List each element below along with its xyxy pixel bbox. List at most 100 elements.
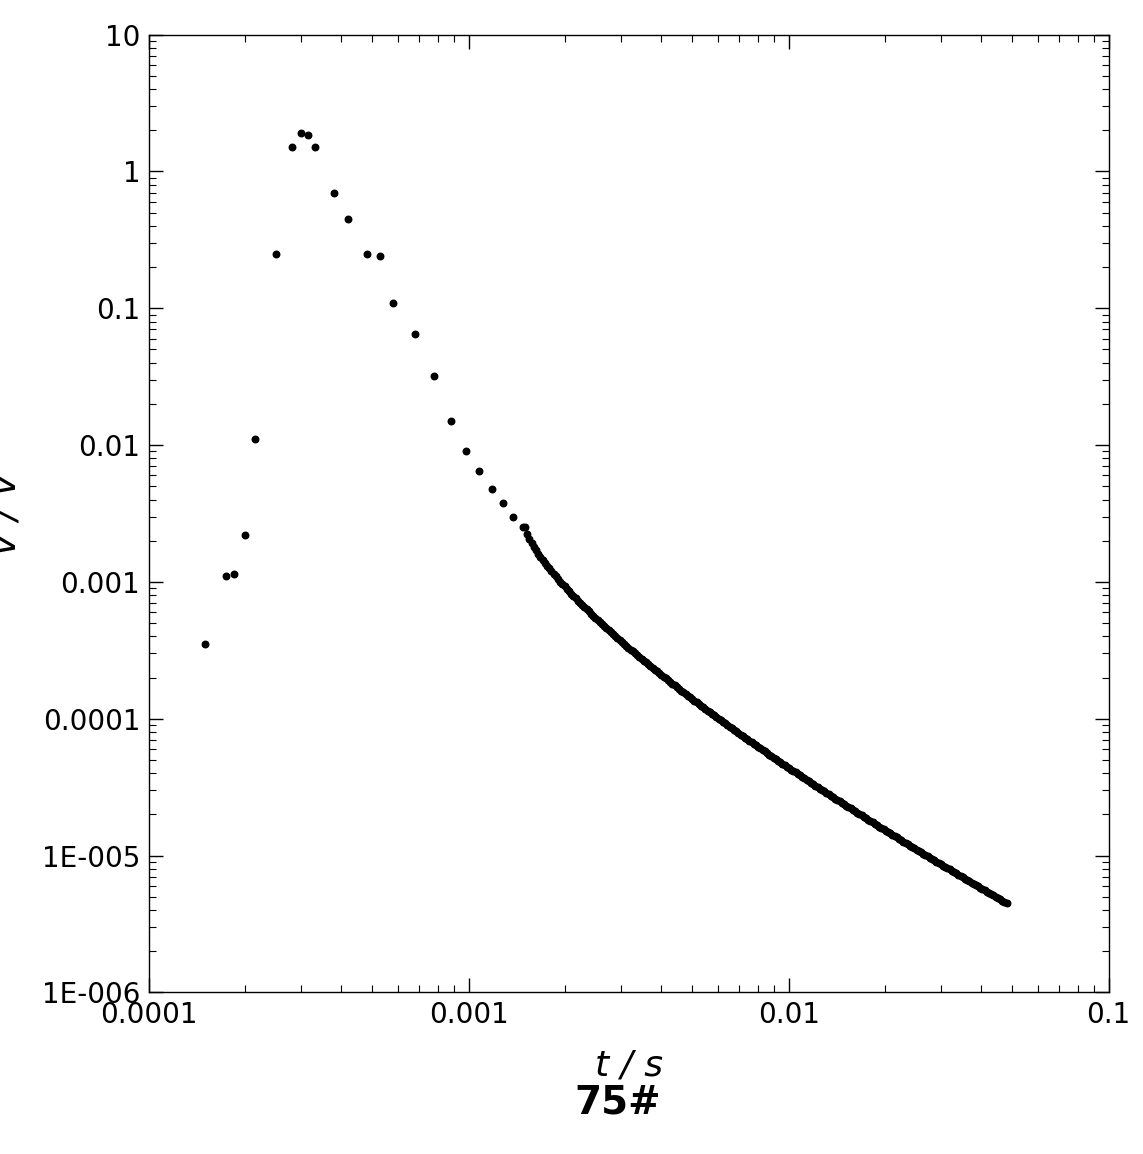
Point <box>960 872 978 891</box>
Point <box>806 777 824 795</box>
Point <box>872 818 890 837</box>
Point <box>661 673 679 691</box>
Point <box>562 584 581 602</box>
Point <box>520 530 538 548</box>
Point <box>624 642 642 660</box>
Point <box>936 857 954 876</box>
Point <box>371 247 390 265</box>
Point <box>534 550 552 569</box>
Point <box>762 747 781 765</box>
Point <box>760 745 778 764</box>
Point <box>969 877 988 896</box>
Point <box>527 541 545 560</box>
Point <box>912 844 930 862</box>
Point <box>679 687 697 705</box>
Point <box>829 790 847 809</box>
Point <box>601 623 620 642</box>
Point <box>589 610 607 629</box>
Point <box>784 762 802 780</box>
Point <box>896 833 914 852</box>
Point <box>586 608 605 627</box>
Point <box>898 835 917 854</box>
Point <box>670 680 688 698</box>
Point <box>195 635 214 653</box>
Point <box>749 737 767 756</box>
Point <box>874 820 893 839</box>
Point <box>639 655 657 674</box>
Point <box>925 850 943 869</box>
Point <box>861 811 879 830</box>
Point <box>860 810 878 829</box>
Point <box>525 538 543 556</box>
Point <box>889 830 908 848</box>
Point <box>531 548 550 567</box>
Point <box>593 615 612 634</box>
Point <box>753 741 772 759</box>
Point <box>650 664 669 682</box>
Point <box>705 706 724 725</box>
Point <box>580 602 598 621</box>
Point <box>225 564 243 583</box>
Point <box>668 677 686 696</box>
Point <box>565 586 583 605</box>
Point <box>558 579 576 598</box>
Point <box>613 632 631 651</box>
Point <box>522 534 541 553</box>
Point <box>918 847 936 866</box>
Point <box>555 577 574 595</box>
Point <box>769 751 788 770</box>
Point <box>665 676 684 695</box>
Point <box>870 817 888 835</box>
Point <box>553 575 572 593</box>
Point <box>850 804 869 823</box>
Point <box>658 670 677 689</box>
Point <box>868 816 886 834</box>
Point <box>980 884 998 902</box>
Point <box>775 756 793 774</box>
Point <box>560 582 578 600</box>
Point <box>712 711 730 729</box>
Point <box>720 718 738 736</box>
Point <box>692 696 710 714</box>
Point <box>956 869 974 887</box>
Point <box>962 874 981 892</box>
Point <box>796 769 814 787</box>
Point <box>972 878 990 897</box>
Point <box>822 787 840 805</box>
Point <box>798 771 816 789</box>
Point <box>917 846 935 864</box>
Point <box>934 856 952 875</box>
Point <box>632 650 650 668</box>
Point <box>943 862 961 881</box>
Point <box>834 795 853 814</box>
Point <box>504 508 522 526</box>
X-axis label: t / s: t / s <box>594 1048 663 1082</box>
Point <box>777 757 796 775</box>
Point <box>863 814 881 832</box>
Point <box>339 210 358 228</box>
Point <box>832 794 850 812</box>
Point <box>736 728 754 747</box>
Point <box>932 855 950 874</box>
Point <box>406 324 424 343</box>
Point <box>598 619 616 637</box>
Point <box>217 567 235 585</box>
Point <box>539 560 558 578</box>
Point <box>694 698 712 717</box>
Point <box>494 494 512 512</box>
Point <box>903 838 921 856</box>
Point <box>305 138 323 157</box>
Point <box>538 556 557 575</box>
Point <box>746 736 765 755</box>
Point <box>544 564 562 583</box>
Point <box>996 892 1014 911</box>
Point <box>830 792 848 810</box>
Point <box>529 545 547 563</box>
Point <box>546 568 565 586</box>
Point <box>857 809 876 827</box>
Point <box>384 293 402 312</box>
Point <box>786 763 805 781</box>
Point <box>765 748 783 766</box>
Point <box>596 617 614 636</box>
Point <box>855 808 873 826</box>
